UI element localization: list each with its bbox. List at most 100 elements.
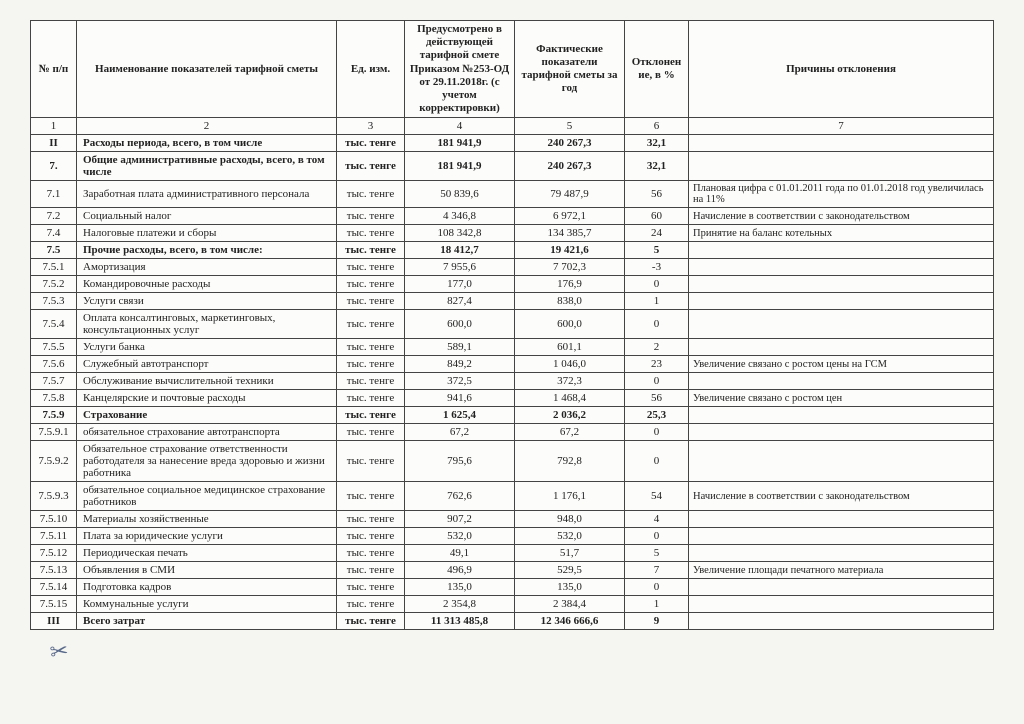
row-plan: 762,6 (405, 482, 515, 511)
row-name: Коммунальные услуги (77, 596, 337, 613)
row-dev: 0 (625, 441, 689, 482)
row-unit: тыс. тенге (337, 310, 405, 339)
row-fact: 12 346 666,6 (515, 613, 625, 630)
row-dev: 0 (625, 579, 689, 596)
row-dev: 56 (625, 390, 689, 407)
row-name: Услуги банка (77, 339, 337, 356)
row-plan: 372,5 (405, 373, 515, 390)
row-plan: 795,6 (405, 441, 515, 482)
row-reason (689, 373, 994, 390)
row-name: Расходы периода, всего, в том числе (77, 135, 337, 152)
row-name: Оплата консалтинговых, маркетинговых, ко… (77, 310, 337, 339)
row-num: 7.5.11 (31, 528, 77, 545)
row-dev: 9 (625, 613, 689, 630)
row-fact: 19 421,6 (515, 242, 625, 259)
table-row: 7.5.13Объявления в СМИтыс. тенге496,9529… (31, 562, 994, 579)
row-name: Объявления в СМИ (77, 562, 337, 579)
column-number-row: 1 2 3 4 5 6 7 (31, 118, 994, 135)
row-fact: 176,9 (515, 276, 625, 293)
row-num: 7.5.9.1 (31, 424, 77, 441)
row-plan: 181 941,9 (405, 135, 515, 152)
row-unit: тыс. тенге (337, 242, 405, 259)
table-row: 7.5.12Периодическая печатьтыс. тенге49,1… (31, 545, 994, 562)
row-fact: 2 036,2 (515, 407, 625, 424)
row-num: 7.5.6 (31, 356, 77, 373)
row-num: 7.5.8 (31, 390, 77, 407)
row-dev: 2 (625, 339, 689, 356)
row-plan: 849,2 (405, 356, 515, 373)
row-fact: 6 972,1 (515, 208, 625, 225)
tariff-estimate-table: № п/п Наименование показателей тарифной … (30, 20, 994, 630)
row-plan: 11 313 485,8 (405, 613, 515, 630)
row-num: 7.5.5 (31, 339, 77, 356)
row-name: Обязательное страхование ответственности… (77, 441, 337, 482)
row-name: Прочие расходы, всего, в том числе: (77, 242, 337, 259)
table-row: 7.5.9.2Обязательное страхование ответств… (31, 441, 994, 482)
row-fact: 134 385,7 (515, 225, 625, 242)
row-reason: Начисление в соответствии с законодатель… (689, 482, 994, 511)
table-row: 7.5.14Подготовка кадровтыс. тенге135,013… (31, 579, 994, 596)
row-plan: 941,6 (405, 390, 515, 407)
row-name: обязательное социальное медицинское стра… (77, 482, 337, 511)
table-row: 7.Общие административные расходы, всего,… (31, 152, 994, 181)
col-header-fact: Фактические показатели тарифной сметы за… (515, 21, 625, 118)
col-header-dev: Отклонение, в % (625, 21, 689, 118)
colnum-7: 7 (689, 118, 994, 135)
table-body: IIРасходы периода, всего, в том числетыс… (31, 135, 994, 630)
row-unit: тыс. тенге (337, 596, 405, 613)
row-dev: 1 (625, 293, 689, 310)
colnum-4: 4 (405, 118, 515, 135)
row-plan: 67,2 (405, 424, 515, 441)
row-plan: 2 354,8 (405, 596, 515, 613)
row-dev: 1 (625, 596, 689, 613)
colnum-6: 6 (625, 118, 689, 135)
row-unit: тыс. тенге (337, 135, 405, 152)
colnum-3: 3 (337, 118, 405, 135)
row-name: Амортизация (77, 259, 337, 276)
row-fact: 792,8 (515, 441, 625, 482)
row-fact: 240 267,3 (515, 135, 625, 152)
table-row: 7.5.9.1обязательное страхование автотран… (31, 424, 994, 441)
row-unit: тыс. тенге (337, 293, 405, 310)
row-dev: 5 (625, 545, 689, 562)
row-plan: 181 941,9 (405, 152, 515, 181)
row-reason (689, 242, 994, 259)
row-reason (689, 152, 994, 181)
row-num: 7.4 (31, 225, 77, 242)
row-name: Материалы хозяйственные (77, 511, 337, 528)
row-unit: тыс. тенге (337, 390, 405, 407)
table-row: 7.5.9.3обязательное социальное медицинск… (31, 482, 994, 511)
row-dev: 7 (625, 562, 689, 579)
row-plan: 589,1 (405, 339, 515, 356)
row-name: Обслуживание вычислительной техники (77, 373, 337, 390)
row-reason: Увеличение площади печатного материала (689, 562, 994, 579)
row-dev: 23 (625, 356, 689, 373)
row-dev: 24 (625, 225, 689, 242)
row-num: 7.5.3 (31, 293, 77, 310)
table-row: 7.5.10Материалы хозяйственныетыс. тенге9… (31, 511, 994, 528)
row-dev: 0 (625, 424, 689, 441)
row-unit: тыс. тенге (337, 356, 405, 373)
row-name: Подготовка кадров (77, 579, 337, 596)
table-row: 7.5.8Канцелярские и почтовые расходытыс.… (31, 390, 994, 407)
row-reason (689, 441, 994, 482)
row-num: 7.5.9.2 (31, 441, 77, 482)
row-num: 7.5.10 (31, 511, 77, 528)
row-unit: тыс. тенге (337, 276, 405, 293)
row-plan: 827,4 (405, 293, 515, 310)
table-row: 7.5.9Страхованиетыс. тенге1 625,42 036,2… (31, 407, 994, 424)
row-plan: 108 342,8 (405, 225, 515, 242)
row-reason (689, 135, 994, 152)
row-plan: 496,9 (405, 562, 515, 579)
table-row: 7.1Заработная плата административного пе… (31, 181, 994, 208)
row-num: 7.5.7 (31, 373, 77, 390)
row-dev: 0 (625, 528, 689, 545)
row-unit: тыс. тенге (337, 259, 405, 276)
row-plan: 18 412,7 (405, 242, 515, 259)
row-fact: 67,2 (515, 424, 625, 441)
row-unit: тыс. тенге (337, 528, 405, 545)
row-dev: 32,1 (625, 135, 689, 152)
row-unit: тыс. тенге (337, 482, 405, 511)
row-dev: 54 (625, 482, 689, 511)
table-header: № п/п Наименование показателей тарифной … (31, 21, 994, 135)
